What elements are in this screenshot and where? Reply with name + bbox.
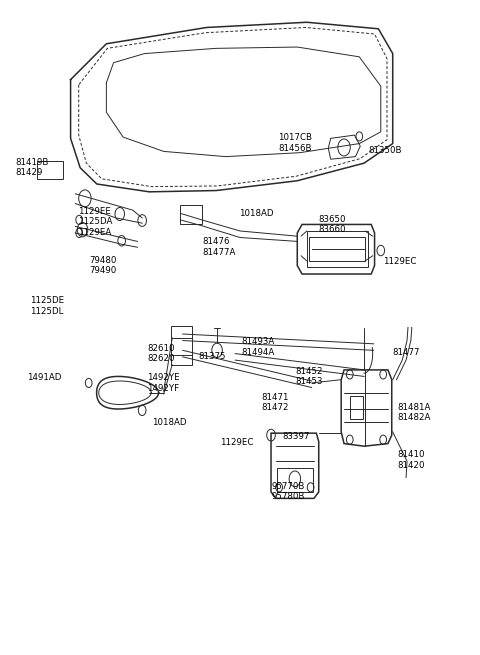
Text: 81410
81420: 81410 81420 — [397, 450, 425, 470]
Text: 81493A
81494A: 81493A 81494A — [241, 337, 274, 357]
Text: 83397: 83397 — [282, 432, 310, 441]
Text: 1018AD: 1018AD — [239, 209, 274, 218]
Text: 81477: 81477 — [393, 348, 420, 358]
Text: 1018AD: 1018AD — [152, 417, 186, 426]
Text: 1017CB
81456B: 1017CB 81456B — [278, 133, 312, 153]
Text: 82610
82620: 82610 82620 — [147, 344, 174, 364]
Text: 81476
81477A: 81476 81477A — [203, 238, 236, 257]
Text: 1129EC: 1129EC — [220, 438, 253, 447]
Text: 81350B: 81350B — [369, 146, 402, 155]
Text: 95770B
95780B: 95770B 95780B — [271, 482, 304, 502]
Text: 81481A
81482A: 81481A 81482A — [397, 403, 431, 422]
Text: 1125DE
1125DL: 1125DE 1125DL — [30, 296, 64, 316]
Text: 81419B
81429: 81419B 81429 — [16, 158, 49, 178]
Text: 81375: 81375 — [198, 352, 226, 362]
Text: 81471
81472: 81471 81472 — [262, 393, 289, 412]
Text: 1492YE
1492YF: 1492YE 1492YF — [147, 373, 180, 392]
Text: 1129EC: 1129EC — [383, 257, 417, 266]
Text: 83650
83660: 83650 83660 — [319, 215, 346, 234]
Text: 79480
79490: 79480 79490 — [90, 255, 117, 275]
Text: 1129EE
1125DA
1129EA: 1129EE 1125DA 1129EA — [78, 207, 112, 236]
Text: 1491AD: 1491AD — [27, 373, 61, 382]
Text: 81452
81453: 81452 81453 — [295, 367, 323, 386]
